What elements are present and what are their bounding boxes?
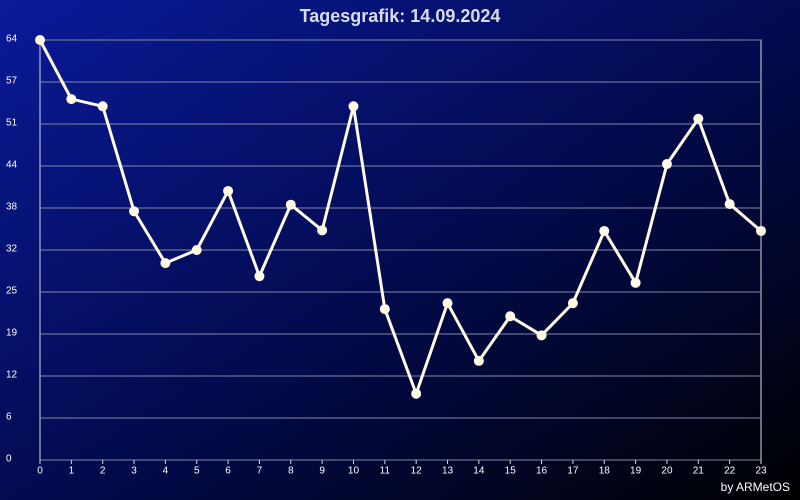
point (661, 159, 672, 170)
x-tick-label: 16 (536, 466, 548, 477)
x-tick-label: 11 (380, 466, 391, 477)
point (66, 94, 77, 105)
x-tick-label: 9 (319, 466, 325, 477)
point (223, 185, 234, 196)
point (505, 311, 516, 322)
x-tick-label: 13 (442, 466, 454, 477)
x-tick-label: 10 (348, 466, 360, 477)
x-tick-label: 18 (599, 466, 611, 477)
point (97, 101, 108, 112)
credit: by ARMetOS (721, 480, 790, 494)
line (38, 39, 762, 396)
y-tick-label: 25 (6, 286, 18, 297)
x-tick-label: 20 (661, 466, 673, 477)
point (348, 101, 359, 112)
y-tick-label: 44 (6, 160, 18, 171)
x-tick-label: 8 (288, 466, 294, 477)
y-tick-label: 38 (6, 202, 18, 213)
x-tick-label: 14 (473, 466, 485, 477)
y-tick-label: 51 (6, 118, 18, 129)
point (756, 225, 766, 236)
point (379, 304, 390, 315)
x-tick-label: 15 (505, 466, 517, 477)
point (254, 271, 265, 282)
x-tick-label: 22 (724, 466, 736, 477)
x-tick-label: 0 (37, 466, 43, 477)
x-tick-label: 1 (69, 466, 75, 477)
point (630, 277, 641, 288)
x-tick-label: 12 (411, 466, 423, 477)
x-tick-label: 4 (163, 466, 169, 477)
x-tick-label: 17 (567, 466, 579, 477)
y-tick-label: 32 (6, 244, 18, 255)
y-tick-label: 6 (6, 412, 12, 423)
point (442, 298, 453, 309)
y-tick-label: 0 (6, 454, 12, 465)
point (160, 258, 171, 269)
point (693, 113, 704, 124)
x-tick-label: 7 (257, 466, 263, 477)
point (724, 199, 735, 210)
x-tick-label: 19 (630, 466, 642, 477)
y-tick-label: 57 (6, 76, 18, 87)
y-tick-label: 12 (6, 370, 18, 381)
x-tick-label: 23 (755, 466, 767, 477)
x-tick-label: 3 (131, 466, 137, 477)
point (285, 199, 296, 210)
y-tick-label: 64 (6, 34, 18, 45)
point (191, 245, 202, 255)
x-tick-label: 21 (693, 466, 705, 477)
point (317, 225, 328, 236)
y-tick-label: 19 (6, 328, 18, 339)
point (599, 225, 610, 236)
x-tick-label: 2 (100, 466, 106, 477)
chart-title: Tagesgrafik: 14.09.2024 (300, 6, 501, 26)
point (35, 35, 45, 45)
x-tick-label: 6 (225, 466, 231, 477)
point (411, 388, 422, 399)
point (536, 330, 547, 341)
point (567, 298, 578, 309)
x-tick-label: 5 (194, 466, 200, 477)
point (473, 355, 484, 366)
point (129, 206, 140, 217)
